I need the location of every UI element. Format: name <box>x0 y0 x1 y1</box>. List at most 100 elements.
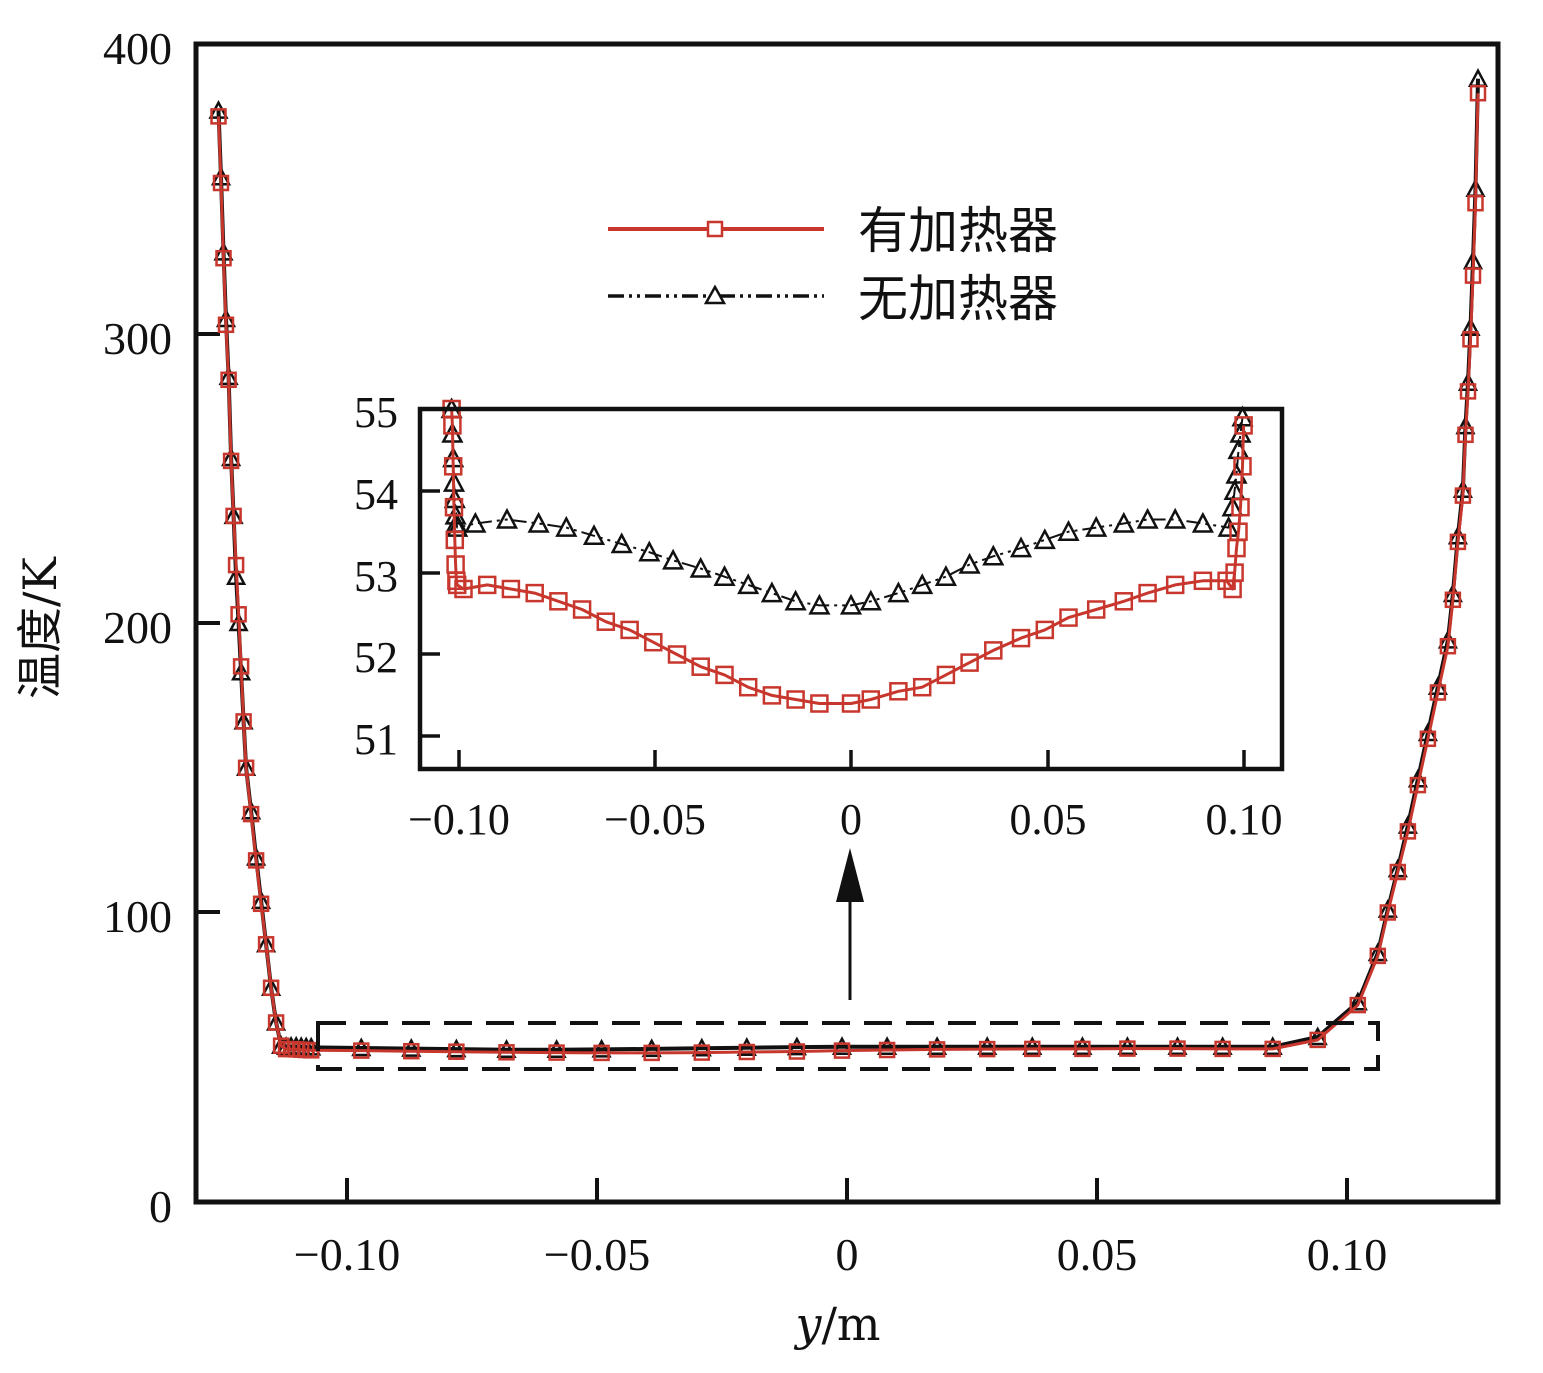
legend-marker-square <box>706 220 724 238</box>
legend-label-with-heater: 有加热器 <box>858 202 1058 260</box>
data-point-square <box>912 677 932 697</box>
data-point-triangle <box>582 524 606 546</box>
data-point-square <box>232 658 250 675</box>
data-point-square <box>1429 684 1447 701</box>
data-point-triangle <box>496 1039 517 1058</box>
data-point-square <box>1011 628 1031 648</box>
inset-x-axis: −0.10 −0.05 0 0.05 0.10 <box>408 750 1283 844</box>
data-point-square <box>1444 591 1462 609</box>
data-point-square <box>833 1042 851 1059</box>
data-point-square <box>878 1041 896 1059</box>
data-point-triangle <box>464 511 487 533</box>
data-point-triangle <box>401 1037 422 1057</box>
data-point-triangle <box>662 548 685 570</box>
data-point-square <box>1457 426 1474 444</box>
data-point-square <box>691 657 710 676</box>
data-point-square <box>447 575 467 595</box>
data-point-triangle <box>591 1038 612 1058</box>
data-point-square <box>1193 571 1213 591</box>
data-point-square <box>403 1042 420 1060</box>
data-point-square <box>210 108 227 125</box>
data-point-square <box>1467 194 1484 212</box>
data-point-triangle <box>1367 942 1388 962</box>
data-point-square <box>1074 1040 1091 1058</box>
data-point-square <box>1086 600 1106 619</box>
data-point-square <box>1119 1040 1136 1057</box>
legend: 有加热器 无加热器 <box>608 202 1058 328</box>
data-point-square <box>1462 331 1479 348</box>
data-point-square <box>620 620 639 640</box>
y-tick-label: 0 <box>149 1181 172 1232</box>
data-point-square <box>762 686 782 705</box>
legend-label-without-heater: 无加热器 <box>858 270 1058 328</box>
data-point-triangle <box>527 511 550 533</box>
data-point-square <box>1229 522 1248 541</box>
data-point-square <box>549 592 568 611</box>
data-point-square <box>738 677 758 697</box>
data-point-square <box>1264 1040 1281 1058</box>
x-axis-title-var: y <box>793 1297 822 1351</box>
data-point-triangle <box>934 565 957 586</box>
data-point-triangle <box>713 565 736 586</box>
x-axis-title: y/m <box>793 1297 880 1351</box>
data-point-square <box>1214 1040 1231 1058</box>
series-line-with-heater <box>217 93 1480 1055</box>
data-point-square <box>1459 383 1477 400</box>
data-point-triangle <box>1057 520 1080 541</box>
data-point-square <box>1035 620 1055 640</box>
data-point-square <box>786 690 805 709</box>
data-point-triangle <box>1191 511 1214 533</box>
data-point-triangle <box>784 589 807 611</box>
data-point-square <box>644 632 663 652</box>
data-point-square <box>252 895 270 913</box>
data-point-triangle <box>689 556 712 578</box>
data-point-square <box>1024 1040 1041 1058</box>
data-point-square <box>978 1040 996 1058</box>
x-tick-label: −0.10 <box>294 1229 400 1280</box>
inset-x-tick-label: 0.10 <box>1206 795 1283 844</box>
data-point-square <box>738 1043 756 1061</box>
data-point-triangle <box>982 544 1005 566</box>
data-point-triangle <box>1117 1036 1138 1056</box>
data-point-triangle <box>839 593 863 615</box>
inset-y-tick-label: 53 <box>354 552 398 601</box>
data-point-square <box>262 979 280 997</box>
data-point-square <box>501 579 521 599</box>
data-point-triangle <box>1112 511 1135 533</box>
data-point-square <box>1409 776 1427 794</box>
data-point-square <box>498 1044 515 1061</box>
data-point-square <box>643 1044 660 1062</box>
data-point-triangle <box>831 1036 853 1056</box>
zoom-region-box <box>316 1021 1380 1071</box>
data-point-square <box>1369 947 1387 965</box>
data-point-square <box>889 682 908 701</box>
x-tick-label: 0.10 <box>1307 1229 1388 1280</box>
x-tick-label: −0.05 <box>544 1229 650 1280</box>
data-point-square <box>217 316 235 334</box>
data-point-square <box>1469 84 1487 102</box>
data-point-triangle <box>808 593 831 615</box>
data-point-square <box>1349 996 1367 1014</box>
data-point-square <box>454 579 473 599</box>
data-point-triangle <box>887 581 910 603</box>
inset-x-tick-label: 0.05 <box>1010 795 1087 844</box>
data-point-square <box>1169 1040 1186 1057</box>
inset-background <box>420 409 1282 769</box>
data-point-triangle <box>1262 1036 1283 1056</box>
x-axis-title-unit: /m <box>821 1297 880 1351</box>
data-point-triangle <box>1085 515 1108 537</box>
data-point-triangle <box>546 1039 567 1058</box>
data-point-square <box>1165 575 1185 595</box>
inset-x-tick-label: 0 <box>840 795 862 844</box>
data-point-triangle <box>859 589 882 611</box>
data-point-square <box>444 497 464 517</box>
data-point-triangle <box>446 1038 467 1058</box>
data-point-triangle <box>610 532 633 554</box>
y-tick-label: 300 <box>103 313 172 364</box>
data-point-triangle <box>555 515 578 537</box>
data-point-square <box>1234 416 1253 435</box>
data-point-triangle <box>877 1036 898 1056</box>
data-point-square <box>1114 592 1134 611</box>
data-point-square <box>788 1043 806 1060</box>
main-y-axis: 0 100 200 300 400 <box>103 23 220 1232</box>
